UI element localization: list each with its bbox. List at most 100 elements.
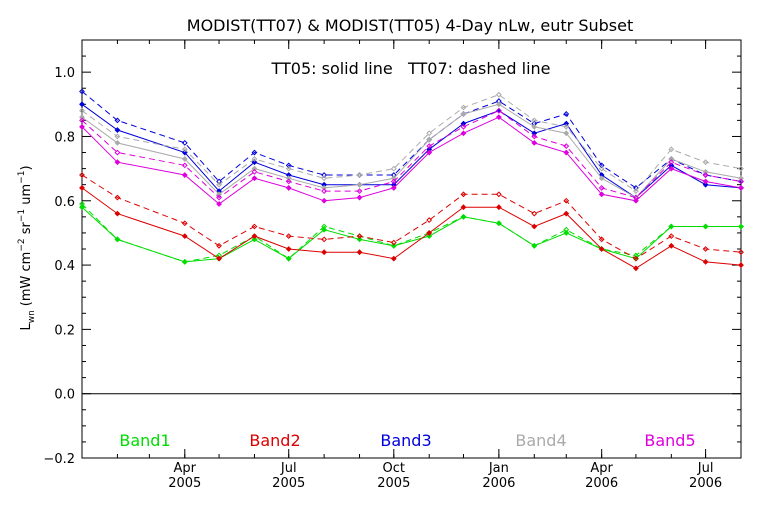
- data-point: [251, 149, 258, 156]
- data-point: [390, 185, 397, 191]
- data-point: [356, 172, 363, 178]
- data-point: [251, 165, 258, 172]
- data-point: [702, 223, 709, 230]
- data-point: [495, 220, 502, 227]
- data-point: [79, 88, 85, 95]
- data-point: [668, 242, 675, 249]
- data-point: [216, 255, 222, 262]
- y-tick-label: −0.2: [43, 452, 75, 467]
- x-tick-year: 2006: [482, 476, 515, 491]
- data-point: [79, 117, 85, 124]
- data-point: [114, 194, 121, 201]
- data-point: [531, 210, 538, 217]
- data-point: [633, 197, 639, 204]
- data-point: [598, 185, 605, 191]
- data-point: [460, 120, 467, 127]
- data-point: [495, 101, 502, 108]
- data-point: [181, 146, 188, 153]
- chart-annotation: TT05: solid line TT07: dashed line: [271, 59, 551, 78]
- data-point: [668, 165, 675, 172]
- data-point: [633, 265, 639, 272]
- data-point: [321, 188, 328, 195]
- data-point: [460, 123, 467, 130]
- data-point: [114, 236, 121, 243]
- series-line-band2-dashed: [81, 174, 742, 260]
- data-point: [598, 165, 605, 172]
- data-point: [390, 175, 397, 182]
- data-point: [495, 91, 502, 98]
- x-tick-month: Jan: [488, 461, 509, 476]
- data-point: [531, 139, 538, 146]
- data-point: [216, 194, 222, 201]
- data-point: [668, 223, 675, 230]
- data-point: [251, 236, 258, 243]
- data-point: [563, 120, 570, 127]
- data-point: [426, 136, 433, 143]
- data-point: [738, 175, 744, 182]
- data-point: [531, 117, 538, 124]
- data-point: [356, 249, 363, 256]
- legend-item-band5: Band5: [644, 431, 695, 450]
- data-point: [495, 107, 502, 114]
- data-point: [702, 168, 709, 175]
- legend-item-band1: Band1: [119, 431, 170, 450]
- data-point: [114, 139, 121, 146]
- data-point: [460, 104, 467, 111]
- data-point: [216, 201, 222, 207]
- y-tick-label: 0.8: [54, 130, 75, 145]
- data-point: [251, 159, 258, 166]
- data-point: [738, 223, 744, 230]
- data-point: [285, 162, 292, 169]
- data-point: [702, 159, 709, 166]
- data-point: [702, 246, 709, 252]
- data-point: [321, 223, 328, 230]
- series-line-band3-dashed: [81, 91, 742, 189]
- data-point: [598, 175, 605, 182]
- data-point: [79, 201, 85, 207]
- data-point: [251, 168, 258, 175]
- data-point: [251, 175, 258, 182]
- data-point: [495, 114, 502, 121]
- data-point: [426, 149, 433, 156]
- data-point: [738, 178, 744, 185]
- y-tick-label: 1.0: [54, 66, 75, 81]
- data-point: [356, 194, 363, 201]
- x-tick-month: Jul: [697, 461, 714, 476]
- data-point: [321, 236, 328, 243]
- data-point: [531, 130, 538, 137]
- y-tick-label: 0.6: [54, 195, 75, 210]
- data-point: [426, 233, 433, 240]
- data-point: [633, 188, 639, 195]
- plot-frame: [81, 39, 742, 459]
- data-point: [563, 111, 570, 117]
- data-point: [356, 236, 363, 243]
- chart-title: MODIST(TT07) & MODIST(TT05) 4-Day nLw, e…: [187, 16, 633, 35]
- data-point: [251, 223, 258, 230]
- data-point: [285, 165, 292, 172]
- data-point: [285, 246, 292, 252]
- series-line-band2-solid: [81, 187, 742, 269]
- data-point: [390, 255, 397, 262]
- data-point: [598, 191, 605, 198]
- x-tick-year: 2005: [168, 476, 201, 491]
- data-point: [114, 149, 121, 156]
- y-axis-label: Lwn(mW cm−2 sr−1 um−1): [17, 165, 37, 330]
- data-point: [79, 185, 85, 191]
- data-point: [531, 133, 538, 140]
- data-point: [426, 217, 433, 223]
- data-point: [321, 172, 328, 178]
- data-point: [495, 204, 502, 211]
- data-point: [668, 233, 675, 240]
- data-point: [251, 233, 258, 240]
- data-point: [114, 210, 121, 217]
- data-point: [216, 181, 222, 188]
- data-point: [426, 143, 433, 150]
- legend-item-band3: Band3: [380, 431, 431, 450]
- data-point: [321, 197, 328, 204]
- data-point: [531, 223, 538, 230]
- data-point: [531, 123, 538, 130]
- data-point: [633, 185, 639, 191]
- data-point: [390, 242, 397, 249]
- x-tick-month: Jul: [280, 461, 297, 476]
- data-point: [460, 213, 467, 220]
